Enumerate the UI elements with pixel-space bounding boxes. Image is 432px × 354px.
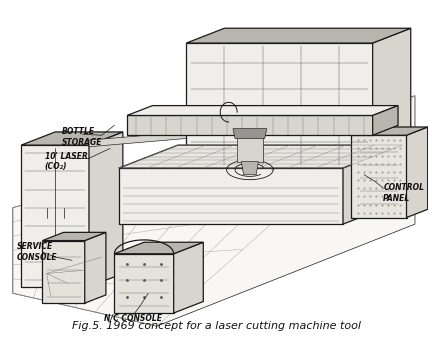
Polygon shape bbox=[186, 28, 411, 43]
Polygon shape bbox=[89, 129, 225, 147]
Polygon shape bbox=[241, 161, 258, 175]
Polygon shape bbox=[119, 145, 402, 168]
Polygon shape bbox=[114, 242, 203, 254]
Polygon shape bbox=[407, 127, 428, 217]
Text: BOTTLE
STORAGE: BOTTLE STORAGE bbox=[61, 127, 102, 147]
Polygon shape bbox=[174, 242, 203, 313]
Polygon shape bbox=[127, 115, 373, 135]
Polygon shape bbox=[42, 232, 106, 241]
Polygon shape bbox=[21, 145, 89, 287]
Polygon shape bbox=[114, 254, 174, 313]
Polygon shape bbox=[373, 105, 398, 135]
Polygon shape bbox=[373, 28, 411, 168]
Text: Fig.5. 1969 concept for a laser cutting machine tool: Fig.5. 1969 concept for a laser cutting … bbox=[72, 321, 360, 331]
Polygon shape bbox=[119, 168, 343, 224]
Text: 10' LASER
(CO₂): 10' LASER (CO₂) bbox=[44, 152, 87, 171]
Polygon shape bbox=[89, 132, 123, 287]
Polygon shape bbox=[352, 127, 428, 135]
Polygon shape bbox=[85, 232, 106, 303]
Polygon shape bbox=[186, 43, 373, 168]
Polygon shape bbox=[352, 135, 407, 217]
Polygon shape bbox=[21, 132, 123, 145]
Polygon shape bbox=[127, 105, 398, 115]
Polygon shape bbox=[343, 145, 402, 224]
Polygon shape bbox=[13, 96, 415, 326]
Polygon shape bbox=[42, 241, 85, 303]
Text: N/C CONSOLE: N/C CONSOLE bbox=[105, 313, 162, 322]
Text: CONTROL
PANEL: CONTROL PANEL bbox=[383, 183, 424, 202]
Polygon shape bbox=[233, 129, 267, 138]
Text: SERVICE
CONSOLE: SERVICE CONSOLE bbox=[17, 242, 57, 262]
Polygon shape bbox=[237, 135, 263, 161]
